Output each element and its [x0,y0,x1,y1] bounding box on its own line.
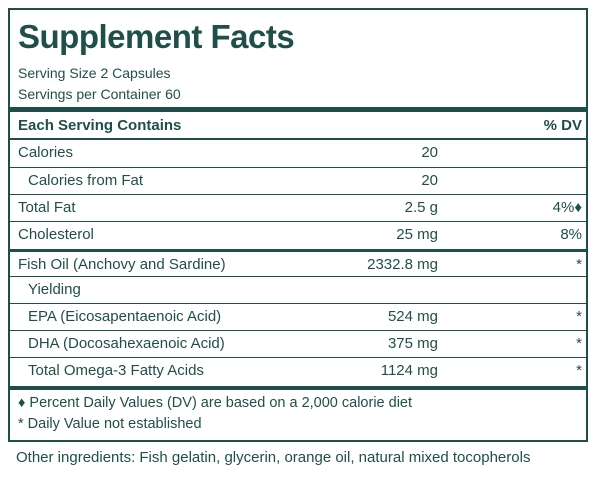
header-dv: % DV [543,117,582,134]
nutrient-row: Yielding [10,276,586,303]
title: Supplement Facts [18,18,295,55]
nutrient-dv: * [576,308,582,325]
nutrient-dv: * [576,362,582,379]
thick-rule [10,107,586,112]
nutrient-name: Calories [18,144,74,161]
nutrient-amount: 20 [421,144,438,161]
nutrient-amount: 1124 mg [380,362,438,379]
nutrient-row: DHA (Docosahexaenoic Acid) 375 mg * [10,330,586,357]
serving-size: Serving Size 2 Capsules [18,65,171,81]
nutrient-name: Calories from Fat [28,172,144,189]
nutrient-amount: 375 mg [387,335,438,352]
other-ingredients: Other ingredients: Fish gelatin, glyceri… [16,449,531,466]
nutrient-dv: 4%♦ [552,199,582,216]
nutrient-dv: * [576,335,582,352]
nutrient-name: Cholesterol [18,226,94,243]
nutrient-name: Total Omega-3 Fatty Acids [28,362,204,379]
nutrient-row: EPA (Eicosapentaenoic Acid) 524 mg * [10,303,586,330]
nutrient-row: Cholesterol 25 mg 8% [10,221,586,248]
footnote: ♦ Percent Daily Values (DV) are based on… [18,395,413,411]
thick-rule [10,386,586,390]
nutrient-row: Total Fat 2.5 g 4%♦ [10,194,586,221]
nutrient-amount: 25 mg [396,226,438,243]
nutrient-amount: 524 mg [387,308,438,325]
servings-per-container: Servings per Container 60 [18,86,181,102]
nutrient-amount: 2332.8 mg [367,256,438,273]
nutrient-name: Total Fat [18,199,76,216]
nutrient-row: Fish Oil (Anchovy and Sardine) 2332.8 mg * [10,249,586,278]
nutrient-name: Yielding [28,281,81,298]
nutrient-amount: 20 [421,172,438,189]
nutrient-row: Calories 20 [10,140,586,166]
footnote: * Daily Value not established [18,416,202,432]
rule [10,138,586,140]
nutrient-name: DHA (Docosahexaenoic Acid) [28,335,225,352]
nutrient-row: Calories from Fat 20 [10,167,586,194]
nutrient-name: EPA (Eicosapentaenoic Acid) [28,308,222,325]
supplement-panel: Supplement Facts Serving Size 2 Capsules… [8,8,588,442]
nutrient-dv: * [576,256,582,273]
nutrient-amount: 2.5 g [404,199,438,216]
nutrient-name: Fish Oil (Anchovy and Sardine) [18,256,226,273]
header-name: Each Serving Contains [18,117,182,134]
nutrient-row: Total Omega-3 Fatty Acids 1124 mg * [10,357,586,384]
nutrient-dv: 8% [560,226,582,243]
